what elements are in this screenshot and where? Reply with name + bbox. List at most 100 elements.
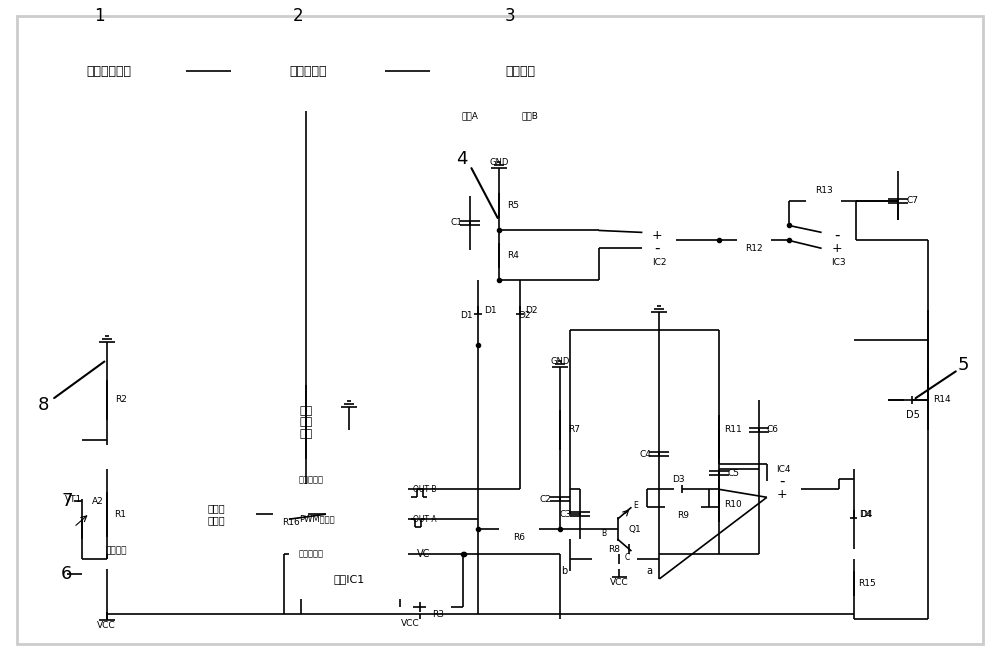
Text: 电压跟
随电路: 电压跟 随电路 bbox=[207, 503, 225, 525]
Text: R9: R9 bbox=[677, 510, 689, 520]
Text: IC3: IC3 bbox=[831, 258, 846, 267]
Polygon shape bbox=[516, 306, 524, 314]
Bar bbox=[176, 489, 256, 539]
Text: R4: R4 bbox=[507, 251, 519, 260]
Text: R2: R2 bbox=[115, 395, 127, 404]
Bar bbox=[849, 571, 858, 596]
Polygon shape bbox=[904, 396, 912, 404]
Text: E: E bbox=[633, 500, 638, 510]
Bar bbox=[923, 370, 933, 430]
Text: VCC: VCC bbox=[610, 579, 629, 587]
Bar bbox=[261, 385, 351, 459]
Text: C7: C7 bbox=[906, 196, 918, 205]
Bar bbox=[273, 510, 308, 518]
Text: R11: R11 bbox=[724, 425, 742, 434]
Bar bbox=[289, 430, 408, 599]
Text: R7: R7 bbox=[568, 425, 580, 434]
Polygon shape bbox=[850, 510, 857, 518]
Bar bbox=[32, 31, 186, 111]
Text: 基准电压端: 基准电压端 bbox=[299, 549, 324, 559]
Bar bbox=[555, 410, 565, 449]
Text: OUT B: OUT B bbox=[413, 485, 437, 494]
Bar bbox=[494, 193, 504, 218]
Text: C2: C2 bbox=[540, 495, 552, 504]
Text: C: C bbox=[625, 553, 630, 561]
Text: GND: GND bbox=[489, 158, 509, 167]
Bar bbox=[494, 243, 504, 267]
Text: VCC: VCC bbox=[401, 619, 420, 628]
Text: -: - bbox=[834, 228, 839, 243]
Text: R13: R13 bbox=[815, 186, 833, 195]
Text: D2: D2 bbox=[518, 310, 530, 320]
Text: D4: D4 bbox=[860, 510, 873, 519]
Text: 1: 1 bbox=[94, 7, 105, 25]
Text: R1: R1 bbox=[115, 510, 127, 519]
Text: 输入A: 输入A bbox=[462, 111, 479, 120]
Text: Q1: Q1 bbox=[628, 525, 641, 534]
Bar bbox=[592, 555, 637, 563]
Text: VCC: VCC bbox=[97, 621, 116, 630]
Text: GND: GND bbox=[550, 357, 569, 366]
Text: B: B bbox=[601, 529, 606, 538]
Polygon shape bbox=[674, 485, 682, 493]
Text: a: a bbox=[646, 566, 652, 576]
Bar bbox=[426, 603, 451, 611]
Text: C1: C1 bbox=[450, 218, 462, 228]
Bar bbox=[714, 414, 724, 444]
Text: 7: 7 bbox=[61, 493, 73, 510]
Text: 2: 2 bbox=[293, 7, 304, 25]
Text: 8: 8 bbox=[38, 396, 50, 414]
Text: A2: A2 bbox=[92, 496, 104, 506]
Text: R16: R16 bbox=[282, 518, 300, 527]
Text: R10: R10 bbox=[724, 500, 742, 509]
Bar bbox=[430, 31, 610, 111]
Text: IC4: IC4 bbox=[777, 465, 791, 474]
Text: D5: D5 bbox=[906, 410, 920, 420]
Bar bbox=[460, 310, 858, 579]
Polygon shape bbox=[474, 306, 482, 314]
Text: 驱动电路: 驱动电路 bbox=[505, 65, 535, 77]
Bar bbox=[499, 525, 539, 533]
Text: R15: R15 bbox=[859, 579, 876, 589]
Text: 基准电压: 基准电压 bbox=[106, 547, 127, 555]
Text: C5: C5 bbox=[727, 469, 739, 478]
Text: C3: C3 bbox=[560, 510, 572, 519]
Text: VC: VC bbox=[417, 549, 430, 559]
Bar bbox=[102, 492, 112, 537]
Text: 整流输出电路: 整流输出电路 bbox=[87, 65, 132, 77]
Bar bbox=[560, 310, 829, 579]
Text: 主逆变电路: 主逆变电路 bbox=[290, 65, 327, 77]
Text: -: - bbox=[655, 241, 660, 256]
Text: b: b bbox=[562, 566, 568, 576]
Text: IC2: IC2 bbox=[652, 258, 667, 267]
Text: OUT A: OUT A bbox=[413, 515, 437, 524]
Text: R5: R5 bbox=[507, 201, 519, 210]
Text: 电源IC1: 电源IC1 bbox=[333, 574, 364, 584]
Text: 6: 6 bbox=[61, 565, 73, 583]
Text: 电流反馈端: 电流反馈端 bbox=[299, 475, 324, 484]
Bar bbox=[231, 31, 385, 111]
Text: R12: R12 bbox=[745, 244, 763, 253]
Text: 输入B: 输入B bbox=[521, 111, 538, 120]
Text: C6: C6 bbox=[767, 425, 779, 434]
Text: D3: D3 bbox=[672, 475, 685, 484]
Bar bbox=[62, 340, 171, 559]
Text: +: + bbox=[652, 229, 663, 242]
Text: R14: R14 bbox=[933, 395, 951, 404]
Text: -: - bbox=[779, 474, 785, 489]
Text: VT1: VT1 bbox=[65, 495, 82, 504]
Text: D1: D1 bbox=[460, 310, 472, 320]
Bar bbox=[462, 185, 592, 350]
Text: PWM调节端: PWM调节端 bbox=[299, 515, 334, 524]
Text: R6: R6 bbox=[513, 533, 525, 542]
Bar bbox=[737, 236, 771, 244]
Text: D4: D4 bbox=[859, 510, 872, 519]
Bar bbox=[102, 380, 112, 420]
Text: D1: D1 bbox=[484, 306, 496, 314]
Bar bbox=[806, 197, 841, 205]
Text: +: + bbox=[831, 242, 842, 255]
Text: +: + bbox=[777, 488, 787, 501]
Text: R8: R8 bbox=[609, 545, 621, 553]
Bar bbox=[77, 519, 87, 539]
Text: 电流
取样
电路: 电流 取样 电路 bbox=[299, 406, 312, 439]
